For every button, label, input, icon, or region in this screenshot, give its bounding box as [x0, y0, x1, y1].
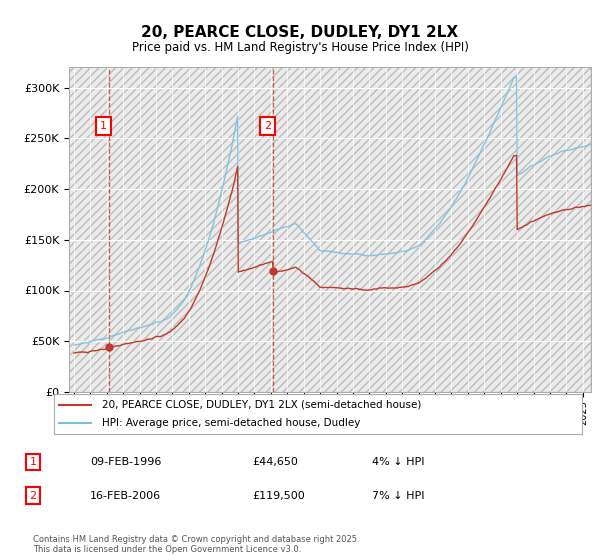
Bar: [69, 67, 591, 392]
Text: Price paid vs. HM Land Registry's House Price Index (HPI): Price paid vs. HM Land Registry's House …: [131, 41, 469, 54]
Text: 1: 1: [29, 457, 37, 467]
Text: Contains HM Land Registry data © Crown copyright and database right 2025.
This d: Contains HM Land Registry data © Crown c…: [33, 535, 359, 554]
Text: 09-FEB-1996: 09-FEB-1996: [90, 457, 161, 467]
Text: 20, PEARCE CLOSE, DUDLEY, DY1 2LX (semi-detached house): 20, PEARCE CLOSE, DUDLEY, DY1 2LX (semi-…: [101, 400, 421, 410]
Text: 2: 2: [29, 491, 37, 501]
Text: 20, PEARCE CLOSE, DUDLEY, DY1 2LX: 20, PEARCE CLOSE, DUDLEY, DY1 2LX: [142, 25, 458, 40]
Text: 7% ↓ HPI: 7% ↓ HPI: [372, 491, 425, 501]
Text: 2: 2: [265, 121, 272, 131]
Text: 16-FEB-2006: 16-FEB-2006: [90, 491, 161, 501]
Text: 4% ↓ HPI: 4% ↓ HPI: [372, 457, 425, 467]
Text: HPI: Average price, semi-detached house, Dudley: HPI: Average price, semi-detached house,…: [101, 418, 360, 428]
Text: £119,500: £119,500: [252, 491, 305, 501]
Text: £44,650: £44,650: [252, 457, 298, 467]
Text: 1: 1: [100, 121, 107, 131]
